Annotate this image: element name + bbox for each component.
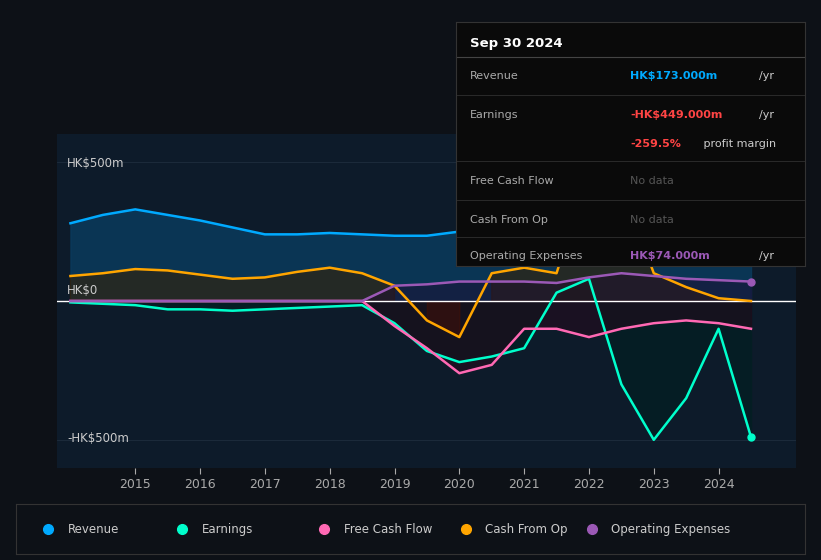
Text: HK$74.000m: HK$74.000m	[631, 251, 710, 262]
Text: HK$173.000m: HK$173.000m	[631, 71, 718, 81]
Text: -HK$500m: -HK$500m	[67, 432, 129, 445]
Text: Cash From Op: Cash From Op	[470, 215, 548, 225]
Text: Operating Expenses: Operating Expenses	[470, 251, 582, 262]
Text: Free Cash Flow: Free Cash Flow	[470, 176, 553, 186]
Text: No data: No data	[631, 215, 674, 225]
Text: Revenue: Revenue	[67, 522, 119, 536]
Text: /yr: /yr	[759, 71, 774, 81]
Text: -259.5%: -259.5%	[631, 139, 681, 150]
Text: HK$0: HK$0	[67, 284, 99, 297]
Text: /yr: /yr	[759, 110, 774, 120]
Text: Sep 30 2024: Sep 30 2024	[470, 37, 562, 50]
Text: profit margin: profit margin	[699, 139, 776, 150]
Text: Operating Expenses: Operating Expenses	[612, 522, 731, 536]
Text: Cash From Op: Cash From Op	[485, 522, 568, 536]
Text: HK$500m: HK$500m	[67, 157, 125, 170]
Text: /yr: /yr	[759, 251, 774, 262]
Text: Earnings: Earnings	[470, 110, 518, 120]
Text: Revenue: Revenue	[470, 71, 518, 81]
Text: Free Cash Flow: Free Cash Flow	[343, 522, 432, 536]
Text: No data: No data	[631, 176, 674, 186]
Text: Earnings: Earnings	[202, 522, 253, 536]
Text: -HK$449.000m: -HK$449.000m	[631, 110, 722, 120]
